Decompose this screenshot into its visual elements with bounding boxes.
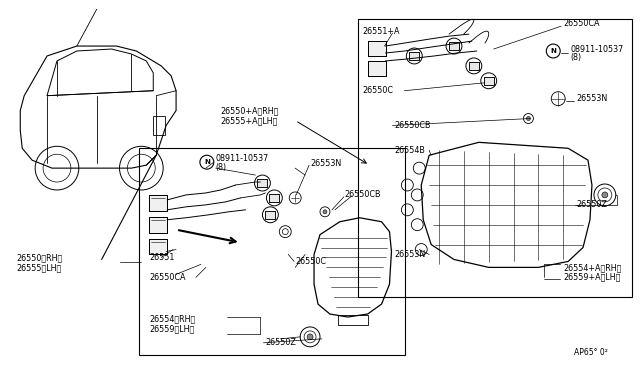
Bar [269, 194, 279, 202]
Bar [266, 211, 275, 219]
Text: (8): (8) [570, 54, 581, 62]
Bar [149, 195, 167, 211]
Bar [266, 211, 275, 219]
Text: 26559+A〈LH〉: 26559+A〈LH〉 [563, 273, 621, 282]
Text: N: N [550, 48, 556, 54]
Text: (8): (8) [216, 163, 227, 171]
Bar [449, 42, 459, 50]
Bar [449, 42, 459, 50]
Text: 26550+A〈RH〉: 26550+A〈RH〉 [221, 106, 279, 115]
Text: 26554B: 26554B [394, 146, 426, 155]
Bar [257, 179, 268, 187]
Bar [153, 116, 165, 135]
Bar [469, 62, 479, 70]
Bar [367, 41, 385, 56]
Text: 26555+A〈LH〉: 26555+A〈LH〉 [221, 116, 278, 125]
Bar [367, 61, 385, 76]
Text: 26553N: 26553N [310, 159, 341, 168]
Bar [410, 52, 419, 60]
Text: 26553N: 26553N [576, 94, 607, 103]
Text: 26551: 26551 [149, 253, 175, 262]
Circle shape [527, 116, 531, 121]
Bar [149, 238, 167, 254]
Text: 26555〈LH〉: 26555〈LH〉 [16, 263, 61, 272]
Text: 26554〈RH〉: 26554〈RH〉 [149, 314, 196, 324]
Text: N: N [204, 159, 210, 165]
Text: 26550CB: 26550CB [394, 121, 431, 130]
Bar [338, 315, 367, 325]
Bar [149, 217, 167, 232]
Bar [269, 194, 279, 202]
Text: 26550CA: 26550CA [563, 19, 600, 28]
Text: 26550CA: 26550CA [149, 273, 186, 282]
Bar [410, 52, 419, 60]
Text: AP65° 0²: AP65° 0² [574, 348, 608, 357]
Circle shape [323, 210, 327, 214]
Bar [469, 62, 479, 70]
Text: 26554+A〈RH〉: 26554+A〈RH〉 [563, 263, 621, 272]
Bar [358, 19, 632, 297]
Bar [140, 148, 405, 355]
Text: 26550Z: 26550Z [266, 338, 296, 347]
Text: 08911-10537: 08911-10537 [570, 45, 623, 54]
Circle shape [200, 155, 214, 169]
Text: 26550C: 26550C [295, 257, 326, 266]
Bar [149, 217, 167, 232]
Text: 26559〈LH〉: 26559〈LH〉 [149, 324, 195, 333]
Text: 26550Z: 26550Z [576, 201, 607, 209]
Bar [149, 195, 167, 211]
Text: 26553N: 26553N [394, 250, 426, 259]
Bar [149, 238, 167, 254]
Bar [257, 179, 268, 187]
Text: 08911-10537: 08911-10537 [216, 154, 269, 163]
Bar [367, 41, 385, 56]
Text: 26551+A: 26551+A [363, 27, 400, 36]
Text: 26550〈RH〉: 26550〈RH〉 [16, 253, 63, 262]
Circle shape [307, 334, 313, 340]
Bar [484, 77, 493, 85]
Bar [484, 77, 493, 85]
Circle shape [547, 44, 560, 58]
Circle shape [602, 192, 608, 198]
Text: 26550CB: 26550CB [345, 190, 381, 199]
Bar [367, 61, 385, 76]
Text: 26550C: 26550C [363, 86, 394, 95]
